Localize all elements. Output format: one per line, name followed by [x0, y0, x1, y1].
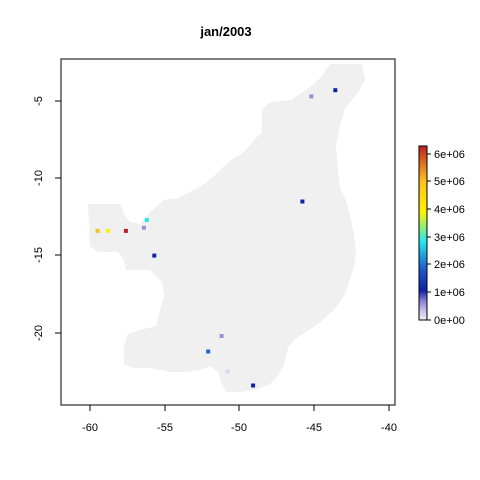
legend-tick-label: 1e+06: [434, 287, 465, 299]
data-point: [309, 94, 314, 99]
data-point: [123, 228, 128, 233]
legend-tick-label: 5e+06: [434, 176, 465, 188]
y-axis: -5 -10 -15 -20: [33, 96, 62, 341]
x-tick-label: -60: [82, 422, 98, 434]
data-point: [106, 228, 110, 233]
map-title: jan/2003: [199, 24, 251, 39]
data-point: [95, 228, 100, 233]
x-axis: -60 -55 -50 -45 -40: [82, 404, 397, 434]
data-point: [251, 383, 256, 388]
data-point: [300, 199, 305, 204]
legend-tick-label: 6e+06: [434, 149, 465, 161]
data-point: [225, 369, 230, 374]
land-area: [88, 64, 365, 392]
x-tick-label: -55: [157, 422, 173, 434]
legend-tick-label: 3e+06: [434, 232, 465, 244]
data-point: [219, 334, 224, 338]
legend-color-bar: [418, 145, 428, 321]
x-tick-label: -50: [231, 422, 247, 434]
y-tick-label: -15: [33, 247, 45, 263]
legend-tick-label: 0e+00: [434, 315, 465, 327]
data-point: [333, 88, 338, 93]
data-point: [206, 349, 211, 354]
data-point: [152, 253, 157, 258]
x-tick-label: -45: [306, 422, 322, 434]
data-point: [144, 218, 149, 222]
legend-tick-label: 2e+06: [434, 259, 465, 271]
color-legend: 6e+06 5e+06 4e+06 3e+06 2e+06 1e+06 0e+0…: [418, 145, 465, 327]
y-tick-label: -20: [33, 325, 45, 341]
x-tick-label: -40: [381, 422, 397, 434]
y-tick-label: -10: [33, 170, 45, 186]
data-points: [95, 88, 338, 388]
data-point: [141, 225, 146, 230]
legend-tick-label: 4e+06: [434, 204, 465, 216]
y-tick-label: -5: [33, 96, 45, 106]
